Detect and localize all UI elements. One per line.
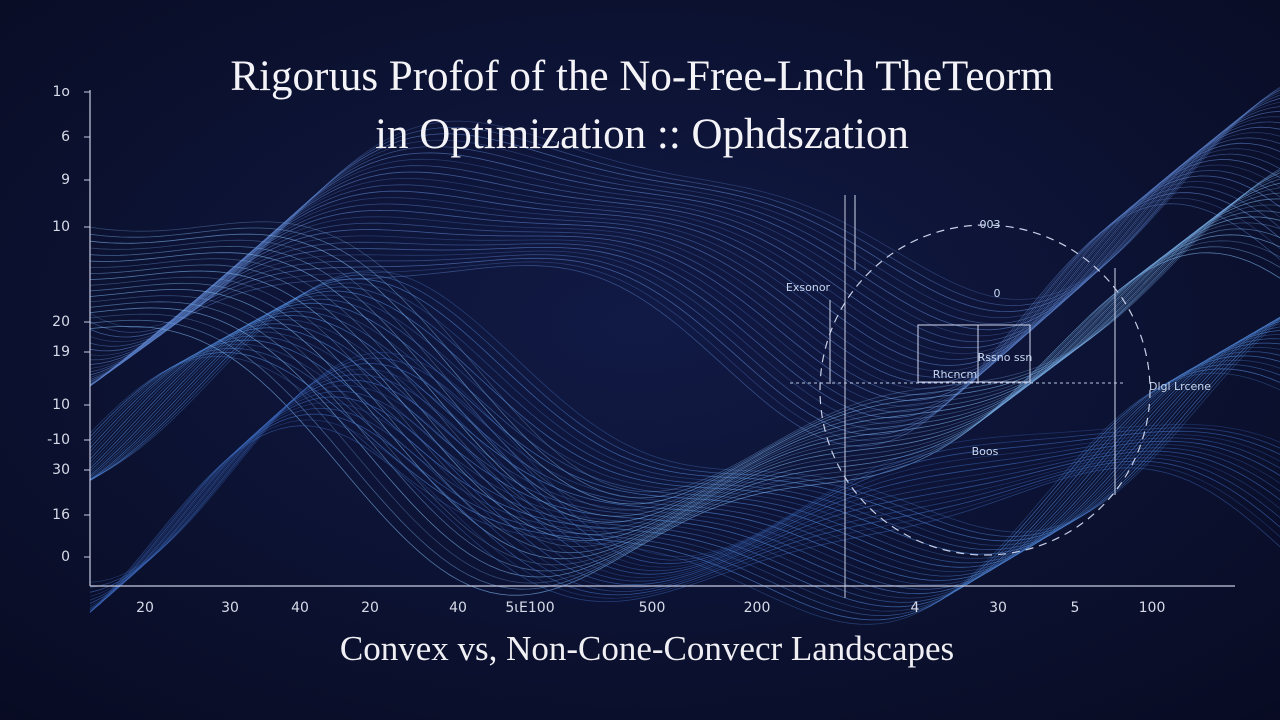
y-label: 1o bbox=[53, 84, 70, 100]
wave bbox=[89, 339, 1280, 608]
annotation: Rssno ssn bbox=[978, 351, 1033, 364]
wave bbox=[89, 234, 1280, 578]
wave bbox=[89, 198, 1280, 541]
y-label: 16 bbox=[52, 507, 70, 523]
wave bbox=[89, 323, 1280, 590]
wave bbox=[89, 192, 1280, 535]
wave bbox=[89, 402, 1280, 612]
wave bbox=[89, 182, 1280, 523]
wave bbox=[89, 175, 1280, 419]
wave bbox=[89, 294, 1280, 559]
wave bbox=[89, 385, 1280, 607]
y-label: -10 bbox=[47, 432, 70, 448]
wave bbox=[89, 240, 1280, 584]
wave bbox=[89, 186, 1280, 430]
wave bbox=[89, 110, 1280, 365]
wave bbox=[89, 203, 1280, 447]
x-label: 100 bbox=[1139, 600, 1166, 616]
annotation: Rhcncm bbox=[933, 368, 977, 381]
wave bbox=[89, 327, 1280, 595]
wave bbox=[89, 192, 1280, 436]
annotation: Dlgl Lrcene bbox=[1149, 380, 1211, 393]
wave bbox=[89, 106, 1280, 361]
wave bbox=[89, 137, 1280, 381]
wave bbox=[89, 126, 1280, 376]
wave bbox=[89, 356, 1280, 625]
wave bbox=[89, 407, 1280, 613]
x-label: 200 bbox=[744, 600, 771, 616]
wave bbox=[89, 164, 1280, 407]
annotation: Boos bbox=[972, 445, 999, 458]
caption: Convex vs, Non-Cone-Convecr Landscapes bbox=[340, 629, 954, 668]
wave bbox=[89, 352, 1280, 583]
wave bbox=[89, 390, 1280, 609]
x-label: 40 bbox=[291, 600, 309, 616]
y-label: 0 bbox=[61, 549, 70, 565]
wave bbox=[89, 132, 1280, 379]
x-label: 5ιE100 bbox=[505, 600, 554, 616]
y-label: 10 bbox=[52, 397, 70, 413]
wave bbox=[89, 290, 1280, 555]
wave bbox=[89, 148, 1280, 390]
wave bbox=[89, 180, 1280, 424]
wave bbox=[89, 187, 1280, 529]
wave bbox=[89, 413, 1280, 613]
title-line: Rigorιus Profof of the No-Free-Lnch TheT… bbox=[230, 53, 1053, 100]
wave bbox=[89, 298, 1280, 564]
x-label: 30 bbox=[989, 600, 1007, 616]
wave bbox=[89, 374, 1280, 601]
y-label: 6 bbox=[61, 129, 70, 145]
wave bbox=[89, 425, 1280, 613]
box bbox=[977, 324, 1031, 383]
y-label: 20 bbox=[52, 314, 70, 330]
y-label: 19 bbox=[52, 344, 70, 360]
title-line: in Optimization :: Ophdszation bbox=[375, 111, 909, 158]
wave bbox=[89, 379, 1280, 604]
wave bbox=[89, 222, 1280, 566]
wave bbox=[89, 116, 1280, 369]
x-label: 40 bbox=[449, 600, 467, 616]
wave bbox=[89, 307, 1280, 573]
y-label: 30 bbox=[52, 462, 70, 478]
wave bbox=[89, 343, 1280, 612]
x-label: 30 bbox=[221, 600, 239, 616]
wave-field bbox=[89, 86, 1280, 625]
x-label: 4 bbox=[911, 600, 920, 616]
annotation: 003 bbox=[980, 218, 1001, 231]
y-label: 9 bbox=[61, 172, 70, 188]
x-label: 500 bbox=[639, 600, 666, 616]
wave bbox=[89, 159, 1280, 401]
wave bbox=[89, 315, 1280, 581]
wave bbox=[89, 142, 1280, 384]
y-label: 10 bbox=[52, 219, 70, 235]
wave bbox=[89, 228, 1280, 572]
wave bbox=[89, 419, 1280, 613]
wave bbox=[89, 278, 1280, 542]
wave bbox=[89, 352, 1280, 621]
wave bbox=[89, 121, 1280, 373]
x-label: 20 bbox=[136, 600, 154, 616]
x-label: 5 bbox=[1071, 600, 1080, 616]
wave bbox=[89, 197, 1280, 441]
focus-circle bbox=[819, 224, 1151, 556]
wave bbox=[89, 178, 1280, 517]
wave bbox=[89, 169, 1280, 413]
annotation: Exsonor bbox=[786, 281, 831, 294]
wave bbox=[89, 210, 1280, 554]
annotation: 0 bbox=[994, 287, 1001, 300]
wave bbox=[89, 216, 1280, 560]
x-label: 20 bbox=[361, 600, 379, 616]
wave bbox=[89, 252, 1280, 596]
wave bbox=[89, 331, 1280, 599]
wave bbox=[89, 335, 1280, 603]
wave bbox=[89, 396, 1280, 611]
wave bbox=[89, 204, 1280, 548]
wave bbox=[89, 246, 1280, 590]
